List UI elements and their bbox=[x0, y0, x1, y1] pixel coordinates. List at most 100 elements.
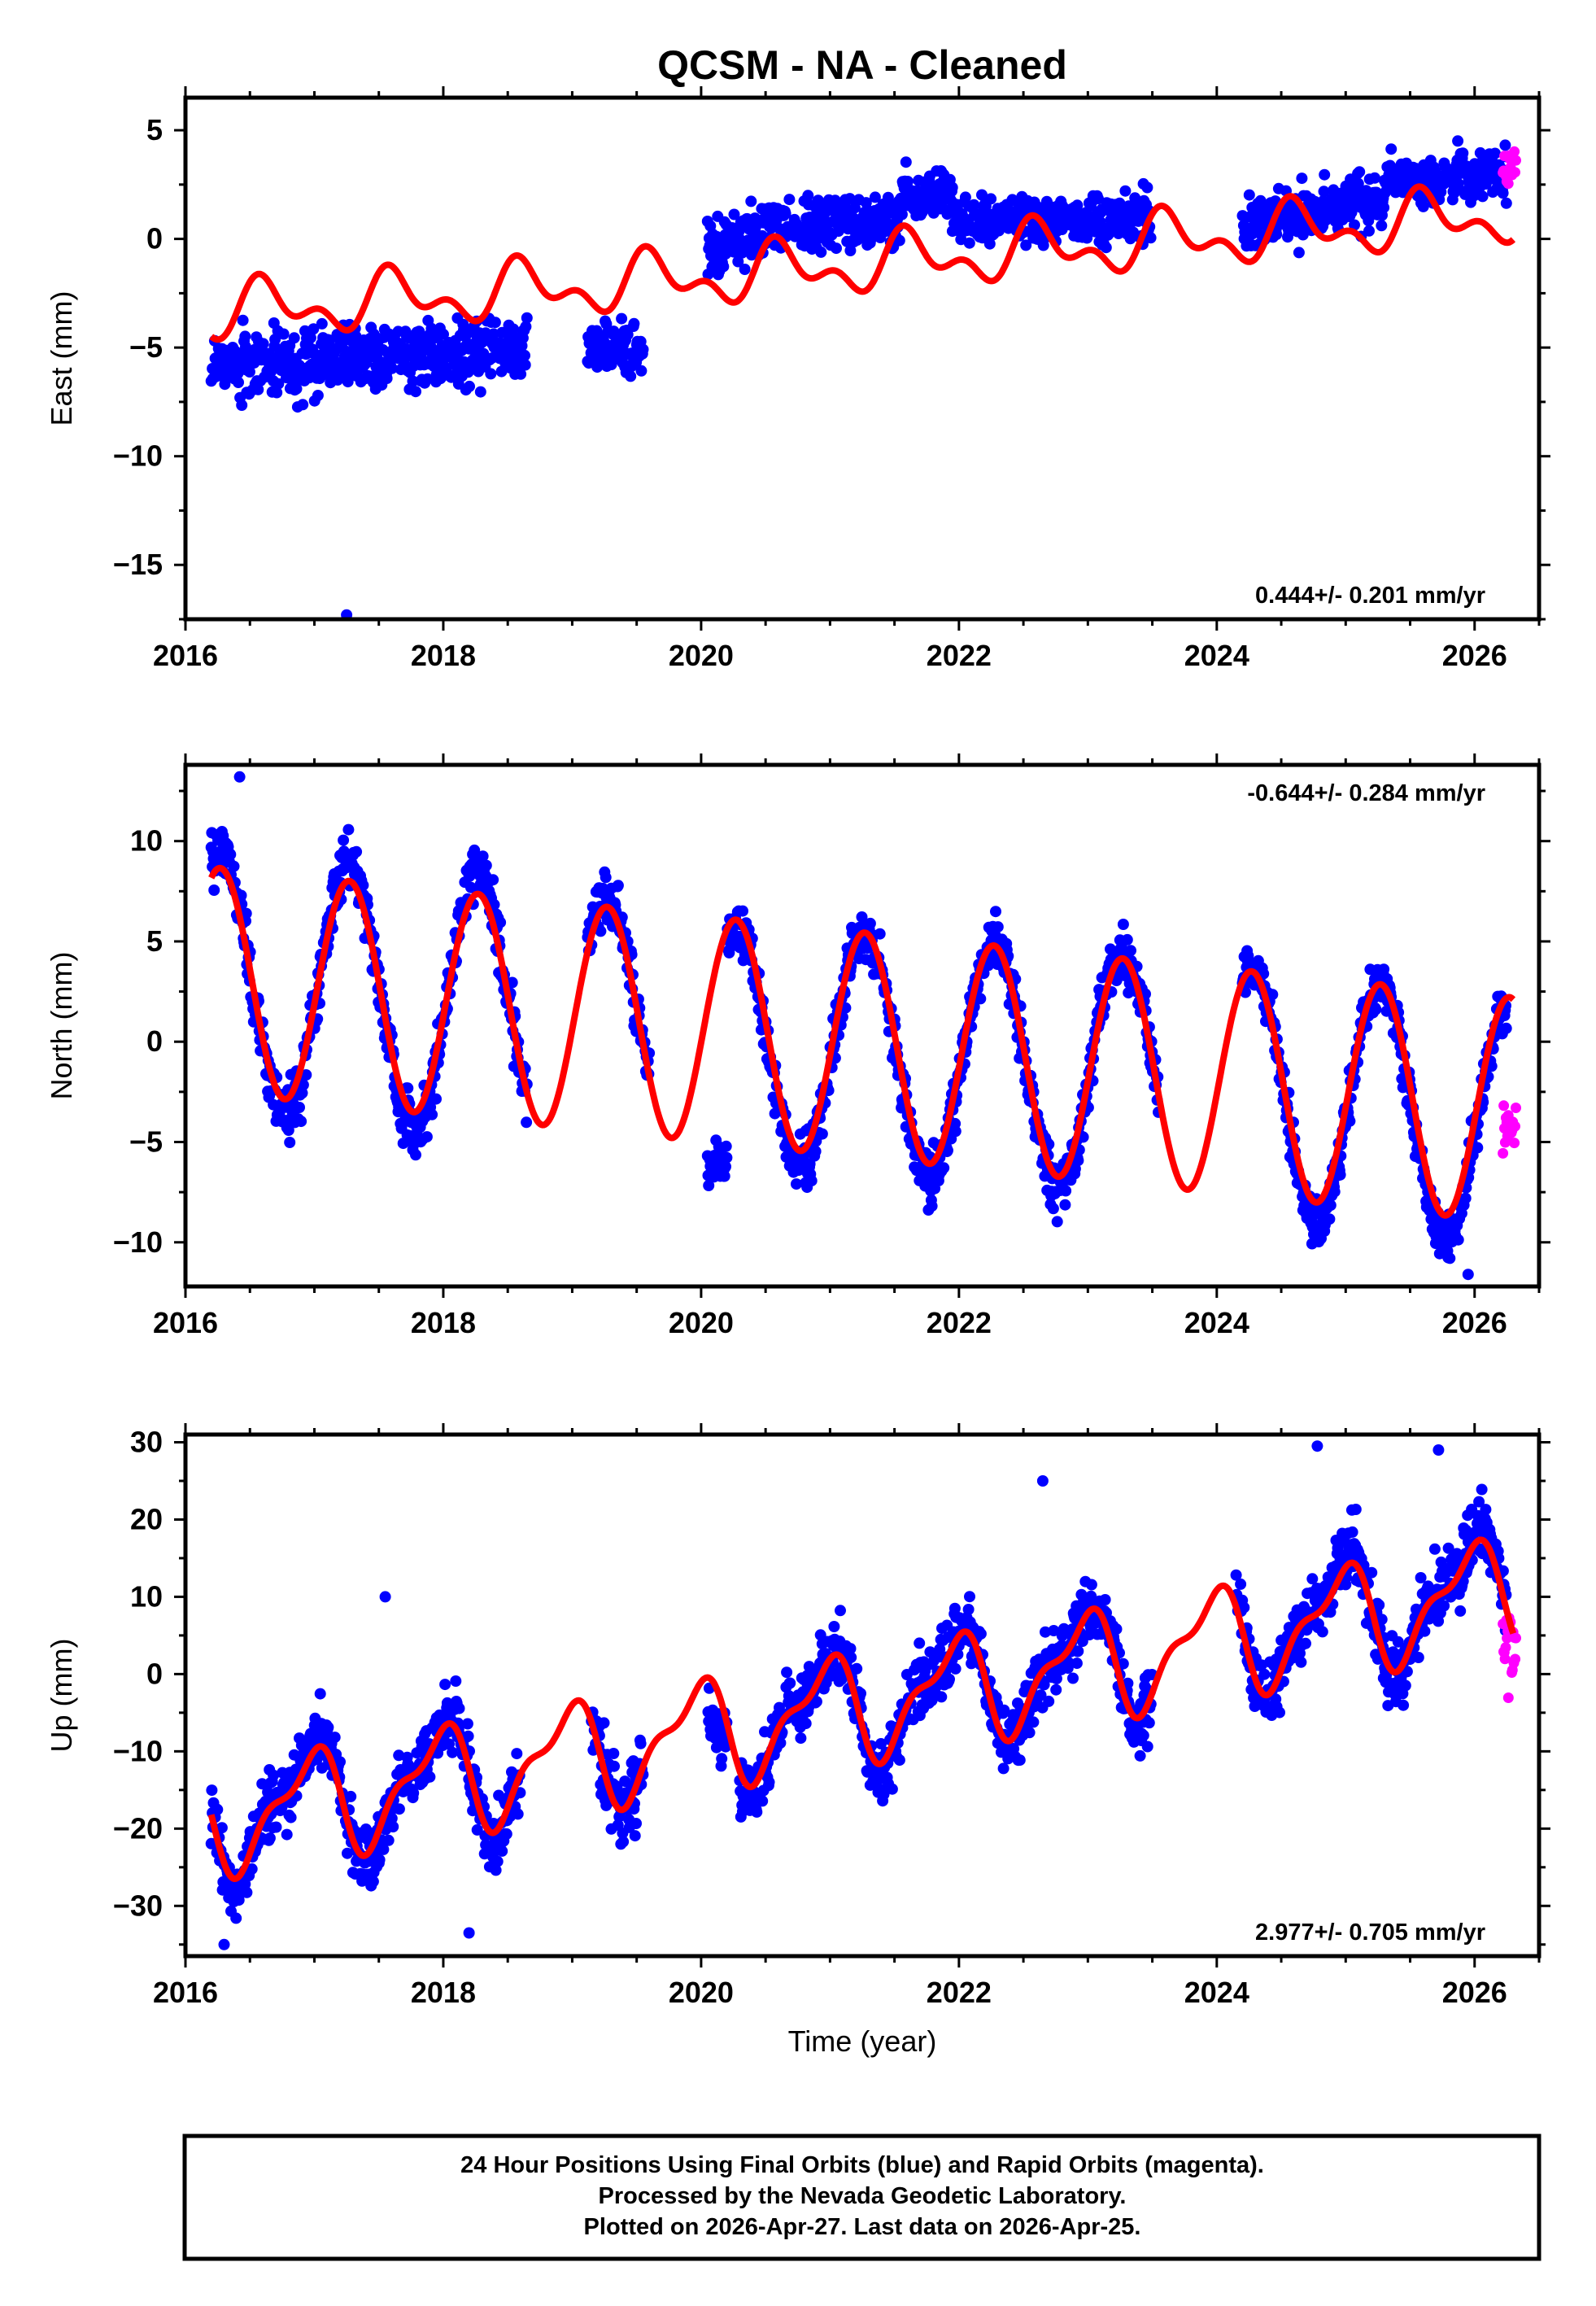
east-final-point bbox=[1476, 190, 1489, 203]
north-final-point bbox=[430, 1093, 442, 1105]
up-final-point bbox=[373, 1854, 386, 1866]
up-final-point bbox=[1230, 1569, 1242, 1581]
east-model-fit-line bbox=[209, 183, 1516, 343]
east-final-point bbox=[959, 191, 971, 203]
up-final-point bbox=[1014, 1754, 1026, 1767]
north-final-point bbox=[1072, 1155, 1084, 1167]
up-final-point bbox=[345, 1790, 357, 1802]
up-final-point bbox=[462, 1730, 474, 1742]
north-final-point bbox=[282, 1125, 294, 1136]
up-final-point bbox=[1316, 1626, 1328, 1638]
up-final-point bbox=[630, 1818, 642, 1829]
east-final-point bbox=[1071, 199, 1084, 212]
up-final-point bbox=[844, 1643, 857, 1655]
north-final-point bbox=[1323, 1213, 1336, 1225]
north-final-point bbox=[297, 1079, 309, 1091]
up-final-point bbox=[377, 1843, 390, 1855]
north-x-tick-label: 2026 bbox=[1442, 1306, 1507, 1339]
up-final-point bbox=[387, 1821, 399, 1832]
up-plot-area bbox=[205, 1440, 1521, 1950]
east-final-point bbox=[635, 365, 648, 377]
north-final-point bbox=[421, 1131, 433, 1143]
north-final-point bbox=[1459, 1192, 1472, 1204]
east-final-point bbox=[1378, 202, 1390, 214]
north-final-point bbox=[721, 1151, 733, 1164]
east-final-point bbox=[1243, 189, 1255, 201]
north-final-point bbox=[816, 1128, 828, 1140]
east-final-point bbox=[288, 332, 300, 344]
east-final-point bbox=[1100, 242, 1112, 254]
east-final-point bbox=[304, 332, 316, 344]
north-final-point bbox=[938, 1162, 950, 1174]
north-y-axis-label: North (mm) bbox=[45, 952, 78, 1100]
up-final-point bbox=[1274, 1706, 1285, 1719]
north-final-point bbox=[720, 1140, 732, 1152]
east-final-point bbox=[1145, 232, 1157, 244]
up-final-point bbox=[285, 1811, 297, 1823]
north-final-point bbox=[975, 993, 987, 1005]
east-final-point bbox=[521, 312, 533, 324]
east-final-point bbox=[900, 156, 912, 168]
north-final-point bbox=[809, 1146, 822, 1157]
up-final-point bbox=[948, 1602, 961, 1614]
up-final-point bbox=[1040, 1626, 1051, 1638]
up-final-point bbox=[608, 1760, 620, 1772]
north-final-point bbox=[1328, 1186, 1341, 1198]
up-final-point bbox=[1137, 1729, 1149, 1741]
north-final-point bbox=[600, 871, 612, 884]
up-final-point bbox=[206, 1784, 218, 1797]
up-final-point bbox=[935, 1691, 948, 1703]
east-final-point bbox=[783, 194, 796, 206]
east-final-point bbox=[1354, 166, 1366, 178]
east-final-point bbox=[847, 212, 859, 224]
up-final-point bbox=[268, 1769, 280, 1781]
up-final-point bbox=[1110, 1623, 1123, 1636]
east-final-point bbox=[1363, 225, 1375, 237]
east-frame bbox=[183, 95, 1541, 622]
east-final-point bbox=[1352, 177, 1364, 190]
up-final-point bbox=[211, 1803, 224, 1815]
up-final-point bbox=[230, 1912, 242, 1924]
up-final-point bbox=[800, 1718, 812, 1730]
up-final-point bbox=[716, 1753, 728, 1765]
north-final-point bbox=[990, 906, 1001, 918]
east-final-point bbox=[508, 323, 520, 335]
up-final-point bbox=[629, 1830, 641, 1842]
up-final-point bbox=[1062, 1657, 1075, 1669]
north-final-point bbox=[1324, 1199, 1337, 1212]
north-x-tick-label: 2018 bbox=[411, 1306, 476, 1339]
north-final-point bbox=[1344, 1115, 1356, 1127]
up-final-point bbox=[1085, 1579, 1097, 1591]
east-final-point bbox=[474, 386, 486, 398]
east-final-point bbox=[985, 193, 997, 205]
east-final-point bbox=[616, 312, 628, 325]
north-final-point bbox=[495, 916, 507, 928]
up-final-point bbox=[496, 1845, 508, 1857]
north-final-point bbox=[228, 860, 240, 872]
up-final-point bbox=[886, 1783, 898, 1795]
up-final-point bbox=[512, 1808, 524, 1820]
east-x-tick-label: 2020 bbox=[669, 639, 734, 672]
north-final-point bbox=[1485, 1060, 1498, 1072]
up-final-point bbox=[795, 1732, 807, 1745]
east-final-point bbox=[869, 191, 881, 203]
north-final-point bbox=[402, 1082, 414, 1094]
north-rate-annotation: -0.644+/- 0.284 mm/yr bbox=[1247, 780, 1485, 806]
north-final-point bbox=[703, 1180, 715, 1191]
east-final-point bbox=[728, 208, 740, 221]
north-final-point bbox=[1059, 1199, 1071, 1211]
up-final-point bbox=[329, 1732, 341, 1744]
north-model-fit-line bbox=[208, 864, 1516, 1219]
north-final-point bbox=[1472, 1142, 1484, 1154]
east-final-point bbox=[307, 323, 320, 335]
up-final-point bbox=[386, 1812, 398, 1824]
east-final-point bbox=[621, 329, 634, 341]
east-final-point bbox=[410, 386, 421, 398]
north-final-point bbox=[1047, 1203, 1059, 1215]
up-final-point bbox=[393, 1803, 405, 1815]
north-final-point bbox=[426, 1108, 438, 1120]
east-final-point bbox=[815, 246, 827, 258]
north-final-point bbox=[295, 1116, 307, 1128]
east-final-point bbox=[243, 366, 255, 378]
